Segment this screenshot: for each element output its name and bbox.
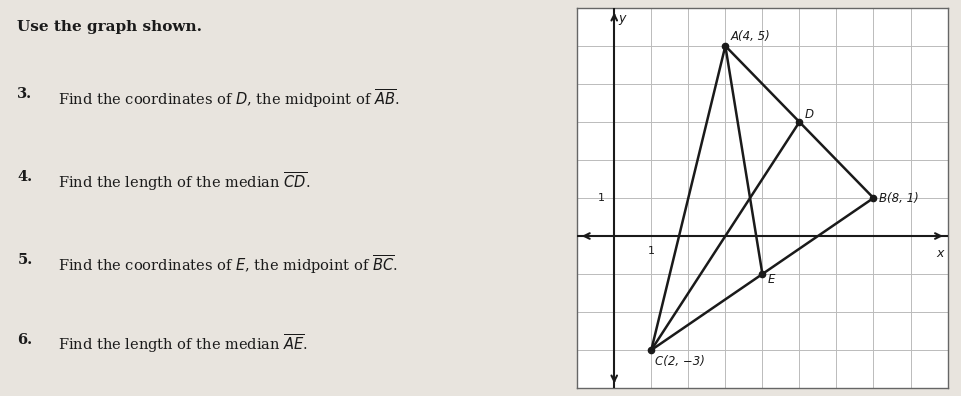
Text: 4.: 4. [17,170,33,184]
Text: y: y [617,12,625,25]
Text: C(2, −3): C(2, −3) [654,355,704,368]
Text: Find the coordinates of $E$, the midpoint of $\overline{BC}$.: Find the coordinates of $E$, the midpoin… [58,253,397,276]
Text: x: x [935,248,943,261]
Text: Find the coordinates of $D$, the midpoint of $\overline{AB}$.: Find the coordinates of $D$, the midpoin… [58,87,399,110]
Text: Find the length of the median $\overline{AE}$.: Find the length of the median $\overline… [58,333,308,355]
Text: 6.: 6. [17,333,33,346]
Text: 3.: 3. [17,87,33,101]
Text: 1: 1 [647,246,654,255]
Text: A(4, 5): A(4, 5) [730,30,770,43]
Text: Find the length of the median $\overline{CD}$.: Find the length of the median $\overline… [58,170,309,193]
Text: B(8, 1): B(8, 1) [878,192,918,204]
Text: 5.: 5. [17,253,33,267]
Text: E: E [767,273,775,286]
Text: D: D [804,108,813,121]
Text: Use the graph shown.: Use the graph shown. [17,20,202,34]
Text: 1: 1 [598,193,604,203]
